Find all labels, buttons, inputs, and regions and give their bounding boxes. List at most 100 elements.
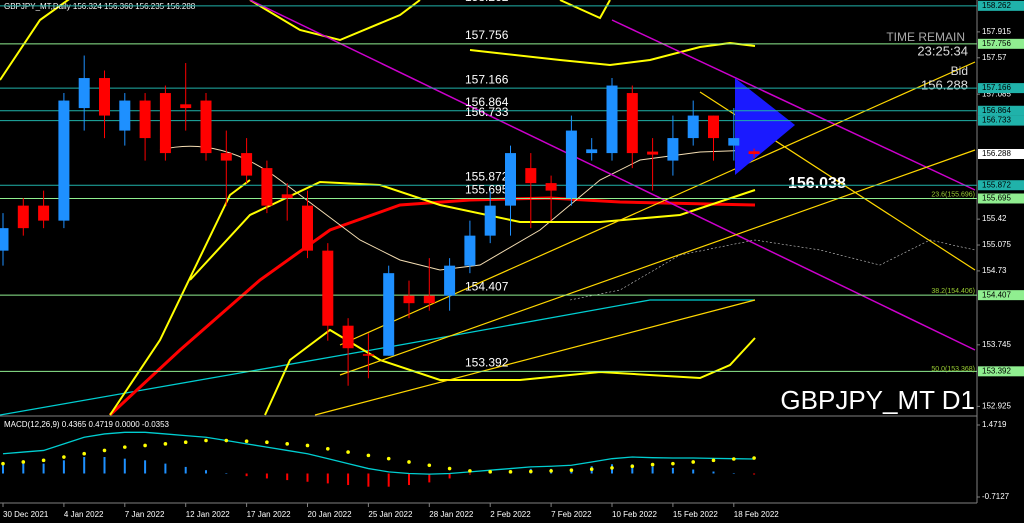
signal-dot (671, 461, 675, 466)
level-box-label: 155.872 (982, 180, 1011, 189)
y-tick-label: 153.745 (982, 340, 1011, 349)
level-box-label: 158.262 (982, 1, 1011, 10)
signal-dot (265, 440, 269, 444)
level-label: 157.166 (465, 72, 509, 86)
x-tick-label: 30 Dec 2021 (3, 510, 49, 519)
candle-body (687, 115, 699, 139)
macd-bar (184, 466, 187, 474)
level-label: 155.872 (465, 169, 509, 183)
macd-bar (367, 473, 370, 487)
macd-bar (428, 473, 431, 483)
level-box-label: 156.733 (982, 116, 1011, 125)
bid-box (978, 148, 1024, 159)
macd-bar (347, 473, 350, 486)
level-box-label: 157.756 (982, 39, 1011, 48)
macd-title: MACD(12,26,9) 0.4365 0.4719 0.0000 -0.03… (4, 420, 170, 429)
level-label: 158.262 (465, 0, 509, 4)
signal-dot (610, 466, 614, 470)
level-box (978, 83, 1024, 94)
candle-body (606, 85, 618, 154)
signal-dot (183, 440, 188, 444)
candle-body (322, 250, 334, 326)
x-tick-label: 10 Feb 2022 (612, 510, 657, 519)
fib-label: 50.0(153.368) (931, 366, 975, 373)
macd-bar (123, 458, 126, 474)
cloud-line (569, 239, 976, 301)
macd-bar (42, 463, 45, 474)
signal-dot (204, 438, 208, 443)
signal-dot (386, 456, 391, 461)
projection-label: 156.038 (788, 175, 846, 192)
signal-dot (346, 450, 350, 454)
signal-dot (305, 443, 310, 448)
macd-bar (306, 473, 309, 482)
macd-bar (265, 473, 268, 479)
candle-body (58, 100, 70, 221)
x-tick-label: 15 Feb 2022 (673, 510, 718, 519)
level-box (978, 38, 1024, 49)
candle-body (728, 138, 740, 146)
x-tick-label: 25 Jan 2022 (368, 510, 413, 519)
level-box (978, 105, 1024, 116)
candle-body (667, 138, 679, 161)
signal-dot (711, 458, 716, 463)
candle-body (342, 325, 354, 349)
x-tick-label: 4 Jan 2022 (64, 510, 104, 519)
signal-dot (21, 460, 26, 464)
signal-dot (82, 451, 86, 456)
candle-body (119, 100, 131, 131)
y-tick-label: 157.915 (982, 27, 1011, 36)
long-ma (0, 299, 755, 416)
macd-bar (225, 473, 228, 475)
candle-body (302, 205, 313, 251)
signal-dot (123, 445, 127, 449)
candle-body (200, 100, 212, 154)
red-ma (108, 196, 756, 417)
candle-body (626, 93, 638, 154)
candle-body (99, 78, 110, 116)
signal-dot (244, 439, 249, 444)
x-tick-label: 2 Feb 2022 (490, 510, 531, 519)
candle-body (220, 153, 232, 161)
macd-bar (387, 473, 390, 487)
level-box-label: 154.407 (982, 290, 1011, 299)
candle-body (565, 130, 577, 199)
macd-bar (286, 473, 289, 481)
candle-body (545, 183, 557, 191)
x-tick-label: 17 Jan 2022 (247, 510, 292, 519)
candle-body (281, 194, 293, 199)
x-tick-label: 7 Feb 2022 (551, 510, 592, 519)
signal-dot (143, 443, 147, 448)
signal-dot (326, 446, 330, 451)
candle-body (423, 295, 435, 304)
y-tick-label: 152.925 (982, 401, 1011, 410)
candle-body (444, 265, 456, 296)
macd-bar (103, 457, 106, 474)
candle-body (647, 151, 659, 155)
candle-body (78, 78, 90, 109)
x-tick-label: 7 Jan 2022 (125, 510, 165, 519)
macd-bar (692, 469, 695, 474)
level-label: 157.756 (465, 28, 509, 42)
macd-bar (753, 473, 756, 475)
y-tick-label: 157.085 (982, 89, 1011, 98)
candle-body (484, 205, 496, 236)
signal-dot (427, 463, 432, 468)
level-label: 155.695 (465, 183, 509, 197)
y-tick-label: 157.57 (982, 53, 1007, 62)
candle-body (505, 153, 516, 206)
signal-dot (62, 455, 66, 459)
level-label: 153.392 (465, 355, 509, 369)
candle-body (17, 205, 29, 229)
level-box-label: 155.695 (982, 194, 1011, 203)
macd-bar (712, 471, 715, 474)
signal-dot (447, 466, 452, 471)
macd-line (2, 431, 755, 475)
level-box (978, 193, 1024, 204)
candle-body (180, 104, 192, 109)
level-box-label: 157.166 (982, 83, 1011, 92)
macd-bar (62, 460, 65, 474)
x-tick-label: 18 Feb 2022 (734, 510, 779, 519)
signal-dot (732, 457, 736, 461)
